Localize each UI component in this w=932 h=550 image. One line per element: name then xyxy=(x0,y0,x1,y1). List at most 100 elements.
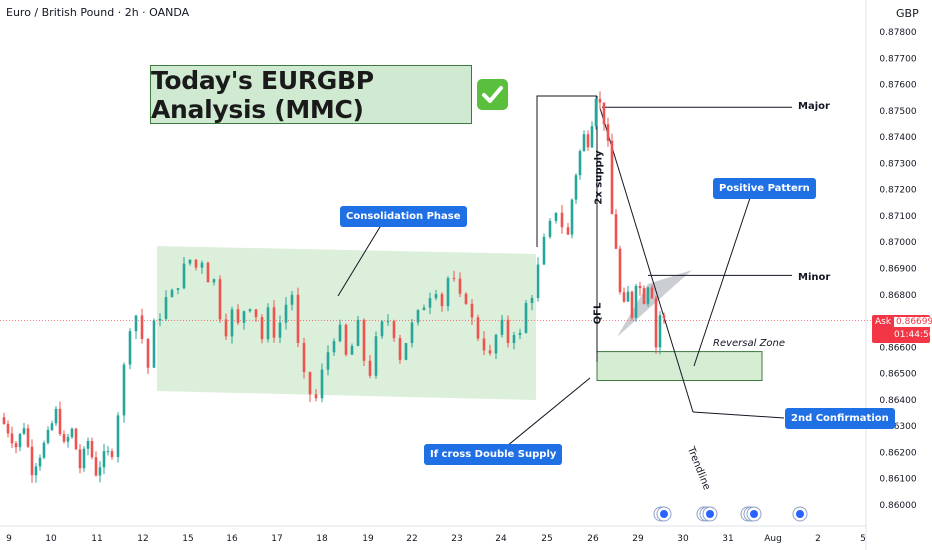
candle-body xyxy=(398,338,402,360)
price-tick-label: 0.86800 xyxy=(879,291,916,301)
candle-body xyxy=(62,434,66,442)
candle-body xyxy=(122,364,126,416)
candle-body xyxy=(146,338,150,368)
candle-body xyxy=(598,98,602,103)
candle-body xyxy=(266,307,270,340)
candle-body xyxy=(416,310,420,323)
time-tick-label: 11 xyxy=(91,534,102,544)
candle-body xyxy=(614,214,618,249)
candle-body xyxy=(320,369,324,399)
price-tick-label: 0.86200 xyxy=(879,448,916,458)
candle-body xyxy=(78,449,82,469)
ask-price: 0.86699 xyxy=(894,317,932,327)
second-confirmation-label[interactable]: 2nd Confirmation xyxy=(785,408,895,429)
candle-body xyxy=(46,429,50,443)
candle-body xyxy=(500,319,504,335)
candle-body xyxy=(278,322,282,338)
candle-body xyxy=(194,259,198,268)
symbol-header: Euro / British Pound · 2h · OANDA xyxy=(6,6,190,19)
positive-pattern-leader xyxy=(693,197,751,367)
candle-body xyxy=(470,303,474,318)
candle-body xyxy=(70,428,74,438)
candle-body xyxy=(106,451,110,453)
time-tick-label: 26 xyxy=(587,534,599,544)
candle-body xyxy=(574,175,578,200)
candle-body xyxy=(590,126,594,148)
candle-body xyxy=(200,262,204,268)
price-tick-label: 0.87800 xyxy=(879,28,916,38)
candle-body xyxy=(646,287,650,304)
time-tick-label: 25 xyxy=(541,534,552,544)
candle-body xyxy=(458,278,462,294)
candle-body xyxy=(434,294,438,299)
candle-body xyxy=(602,102,606,125)
candle-body xyxy=(440,294,444,307)
candle-body xyxy=(10,433,14,444)
candle-body xyxy=(82,448,86,469)
candle-body xyxy=(404,343,408,360)
candle-body xyxy=(236,309,240,323)
candle-body xyxy=(554,212,558,221)
ask-price-tag: Ask 0.86699 01:44:56 xyxy=(872,315,932,343)
candle-body xyxy=(158,318,162,321)
candle-body xyxy=(548,220,552,237)
currency-label: GBP xyxy=(896,7,919,20)
candle-body xyxy=(116,415,120,458)
candle-body xyxy=(326,352,330,370)
candle-body xyxy=(658,315,662,348)
candle-body xyxy=(314,394,318,399)
candle-body xyxy=(428,298,432,308)
consolidation-label[interactable]: Consolidation Phase xyxy=(340,206,467,227)
supply-label: 2x supply xyxy=(593,150,605,205)
time-tick-label: 23 xyxy=(451,534,462,544)
positive-pattern-label[interactable]: Positive Pattern xyxy=(713,178,816,199)
price-tick-label: 0.86300 xyxy=(879,422,916,432)
price-tick-label: 0.86400 xyxy=(879,396,916,406)
double-supply-label[interactable]: If cross Double Supply xyxy=(424,444,563,465)
qfl-label: QFL xyxy=(592,302,604,325)
candle-body xyxy=(66,437,70,442)
candle-body xyxy=(518,332,522,336)
candle-body xyxy=(422,307,426,311)
reversal-zone-label: Reversal Zone xyxy=(713,338,786,349)
event-marker-flag-icon xyxy=(706,510,714,518)
candle-body xyxy=(536,264,540,299)
candle-body xyxy=(464,293,468,304)
candle-body xyxy=(350,346,354,355)
minor-label: Minor xyxy=(798,272,831,283)
candle-body xyxy=(90,440,94,458)
trendline xyxy=(599,107,694,413)
candle-body xyxy=(164,297,168,319)
event-marker-flag-icon xyxy=(660,510,668,518)
time-tick-label: 17 xyxy=(271,534,282,544)
candle-body xyxy=(98,467,102,476)
candle-body xyxy=(30,446,34,476)
candle-body xyxy=(476,317,480,339)
candle-body xyxy=(582,134,586,152)
time-tick-label: 22 xyxy=(406,534,417,544)
time-tick-label: 29 xyxy=(632,534,644,544)
time-tick-label: 2 xyxy=(815,534,821,544)
candle-body xyxy=(18,433,22,448)
candle-body xyxy=(14,443,18,448)
price-tick-label: 0.87400 xyxy=(879,133,916,143)
candle-body xyxy=(634,285,638,318)
consolidation-leader xyxy=(337,221,384,297)
candle-body xyxy=(542,236,546,265)
candle-body xyxy=(74,428,78,450)
candle-body xyxy=(260,317,264,340)
event-marker-flag-icon xyxy=(796,510,804,518)
candle-body xyxy=(488,350,492,354)
candle-body xyxy=(410,322,414,344)
candle-body xyxy=(170,289,174,298)
candle-body xyxy=(560,212,564,228)
reversal-zone xyxy=(596,351,763,381)
price-tick-label: 0.86500 xyxy=(879,370,916,380)
candle-body xyxy=(630,291,634,318)
candle-body xyxy=(224,319,228,337)
candle-body xyxy=(38,457,42,467)
candle-body xyxy=(272,307,276,338)
candle-body xyxy=(50,423,54,430)
candle-body xyxy=(344,324,348,355)
